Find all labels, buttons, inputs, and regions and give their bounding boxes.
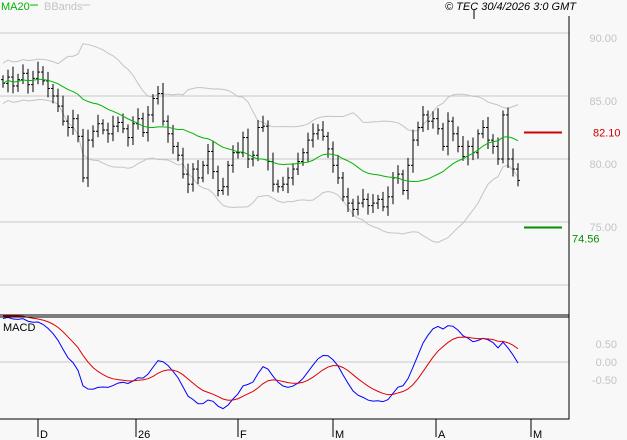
- macd-y-tick-label: -0.50: [592, 375, 617, 387]
- macd-panel: [2, 315, 519, 410]
- x-tick-label: D: [40, 429, 48, 440]
- support-resistance-levels: 82.10 74.56: [524, 128, 621, 246]
- resistance-label: 82.10: [593, 128, 621, 140]
- support-label: 74.56: [572, 234, 600, 246]
- ma20-line: [2, 78, 519, 182]
- axes: 90.00 85.00 80.00 75.00 0.50 0.00 -0.50 D 26 F M A M: [0, 10, 617, 440]
- grid-lines: [0, 32, 569, 363]
- signal-line: [3, 315, 519, 401]
- y-tick-label: 85.00: [589, 96, 617, 108]
- x-tick-label: A: [438, 429, 446, 440]
- macd-line: [2, 316, 519, 410]
- bollinger-bands: [2, 43, 519, 243]
- bband-lower: [2, 98, 519, 243]
- macd-y-tick-label: 0.00: [596, 357, 617, 369]
- macd-title: MACD: [3, 322, 35, 334]
- y-tick-label: 80.00: [589, 159, 617, 171]
- y-tick-label: 90.00: [589, 33, 617, 45]
- price-bars: [1, 61, 520, 217]
- legend-bbands: BBands: [44, 1, 83, 13]
- y-tick-label: 75.00: [589, 222, 617, 234]
- x-tick-label: M: [533, 429, 542, 440]
- legend-ma20: MA20: [1, 1, 30, 13]
- macd-y-tick-label: 0.50: [596, 339, 617, 351]
- x-tick-label: F: [240, 429, 247, 440]
- ma20-line: [2, 78, 519, 182]
- bband-upper: [2, 43, 519, 132]
- x-tick-label: 26: [138, 429, 150, 440]
- x-tick-label: M: [335, 429, 344, 440]
- copyright: © TEC 30/4/2026 3:0 GMT: [445, 1, 577, 13]
